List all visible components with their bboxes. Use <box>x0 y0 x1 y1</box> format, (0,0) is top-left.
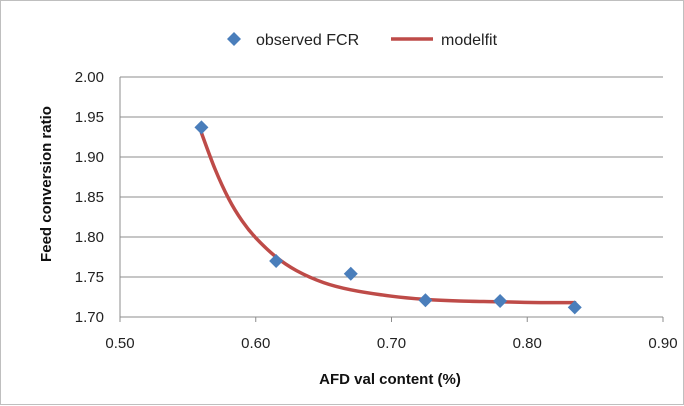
y-tick-label: 1.90 <box>75 149 104 166</box>
y-axis-title: Feed conversion ratio <box>38 106 55 262</box>
observed-point <box>567 300 582 315</box>
axis-layer: 1.70 1.75 1.80 1.85 1.90 1.95 2.00 0.50 0.60 0.70… <box>75 69 678 352</box>
grid-layer <box>120 76 663 318</box>
observed-point <box>493 294 508 308</box>
y-tick-label: 2.00 <box>75 69 104 86</box>
x-axis-title: AFD val content (%) <box>319 371 461 388</box>
series-layer <box>194 120 582 315</box>
observed-point <box>418 293 433 308</box>
x-tick-label: 0.70 <box>377 335 406 352</box>
legend-label-observed: observed FCR <box>256 32 359 49</box>
x-tick-label: 0.90 <box>648 335 677 352</box>
y-tick-label: 1.80 <box>75 229 104 246</box>
legend-label-modelfit: modelfit <box>441 32 498 49</box>
observed-point <box>343 266 358 281</box>
modelfit-line <box>199 131 577 305</box>
observed-point <box>194 120 209 135</box>
legend: observed FCR modelfit <box>227 32 498 49</box>
x-tick-label: 0.80 <box>513 335 542 352</box>
x-tick-label: 0.50 <box>105 335 134 352</box>
y-tick-label: 1.70 <box>75 309 104 326</box>
legend-marker-observed <box>227 32 241 46</box>
observed-point <box>269 254 284 268</box>
y-tick-label: 1.95 <box>75 109 104 126</box>
y-tick-label: 1.75 <box>75 269 104 286</box>
x-tick-label: 0.60 <box>241 335 270 352</box>
y-tick-label: 1.85 <box>75 189 104 206</box>
